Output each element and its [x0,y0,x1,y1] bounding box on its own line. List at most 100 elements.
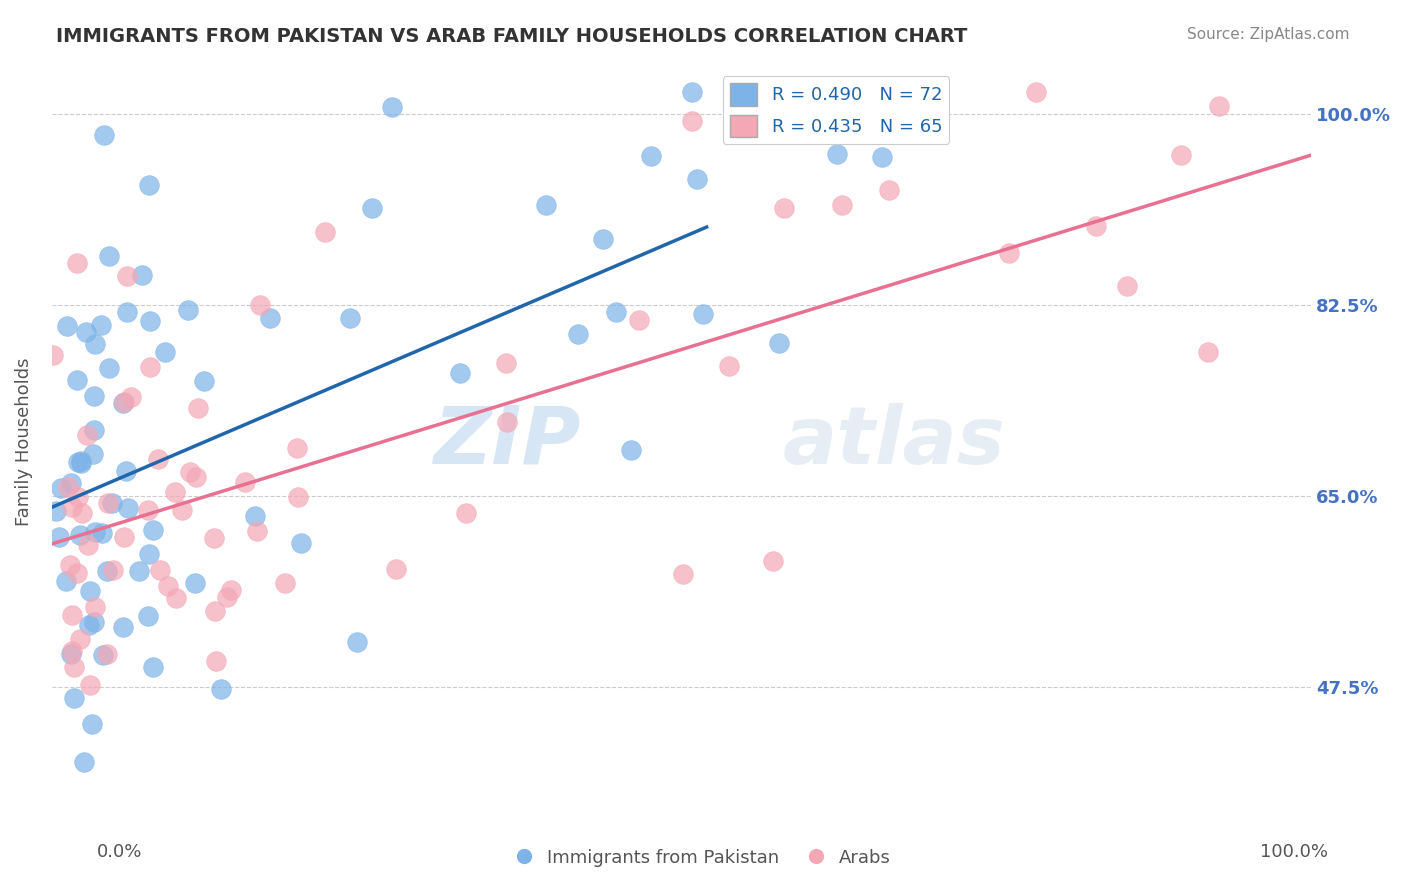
Point [138,178,160,192]
Point [66,566,89,581]
Point [98,249,121,263]
Point [772,201,794,215]
Point [66,490,89,504]
Point [149,563,172,577]
Point [60,500,83,515]
Point [101,563,124,577]
Point [219,583,242,598]
Point [83,599,105,614]
Point [112,529,135,543]
Point [287,490,309,504]
Point [83,615,105,629]
Point [69,527,91,541]
Point [120,390,142,404]
Point [997,246,1019,260]
Point [84,524,107,539]
Point [620,442,643,457]
Point [233,475,256,489]
Point [361,202,384,216]
Point [831,198,853,212]
Point [870,150,893,164]
Point [66,455,89,469]
Text: IMMIGRANTS FROM PAKISTAN VS ARAB FAMILY HOUSEHOLDS CORRELATION CHART: IMMIGRANTS FROM PAKISTAN VS ARAB FAMILY … [56,27,967,45]
Point [686,172,709,186]
Point [49,481,72,495]
Point [146,452,169,467]
Point [672,566,695,581]
Point [90,318,112,332]
Point [172,502,194,516]
Point [692,307,714,321]
Point [83,389,105,403]
Point [1115,278,1137,293]
Point [115,268,138,283]
Text: 0.0%: 0.0% [97,843,142,861]
Point [60,644,83,658]
Point [193,374,215,388]
Point [567,327,589,342]
Point [98,361,121,376]
Point [165,591,187,605]
Point [70,506,93,520]
Point [66,256,89,270]
Y-axis label: Family Households: Family Households [15,358,32,525]
Point [1208,98,1230,112]
Point [880,120,903,134]
Point [42,348,65,362]
Point [76,538,98,552]
Point [112,620,135,634]
Point [131,268,153,283]
Point [1170,148,1192,162]
Point [762,554,785,568]
Point [90,525,112,540]
Text: ZIP: ZIP [433,402,581,481]
Point [139,360,162,375]
Point [259,310,281,325]
Point [346,635,368,649]
Point [114,463,136,477]
Point [274,575,297,590]
Point [82,717,104,731]
Point [79,678,101,692]
Point [605,304,627,318]
Point [112,395,135,409]
Point [101,496,124,510]
Point [112,395,135,409]
Point [128,564,150,578]
Point [66,374,89,388]
Point [83,337,105,351]
Point [82,447,104,461]
Point [153,345,176,359]
Point [117,500,139,515]
Point [60,607,83,622]
Point [60,475,83,490]
Point [285,441,308,455]
Point [385,561,408,575]
Point [215,590,238,604]
Point [249,297,271,311]
Point [1197,344,1219,359]
Point [142,660,165,674]
Point [245,508,267,523]
Point [63,659,86,673]
Point [79,583,101,598]
Point [96,564,118,578]
Point [79,618,101,632]
Point [136,503,159,517]
Text: atlas: atlas [782,402,1005,481]
Point [841,115,863,129]
Point [184,575,207,590]
Point [93,128,115,143]
Point [177,303,200,318]
Point [681,114,703,128]
Point [165,484,187,499]
Point [681,86,703,100]
Point [290,536,312,550]
Point [246,524,269,539]
Text: Source: ZipAtlas.com: Source: ZipAtlas.com [1187,27,1350,42]
Point [142,524,165,538]
Point [184,470,207,484]
Point [72,755,94,769]
Point [96,648,118,662]
Point [56,318,79,333]
